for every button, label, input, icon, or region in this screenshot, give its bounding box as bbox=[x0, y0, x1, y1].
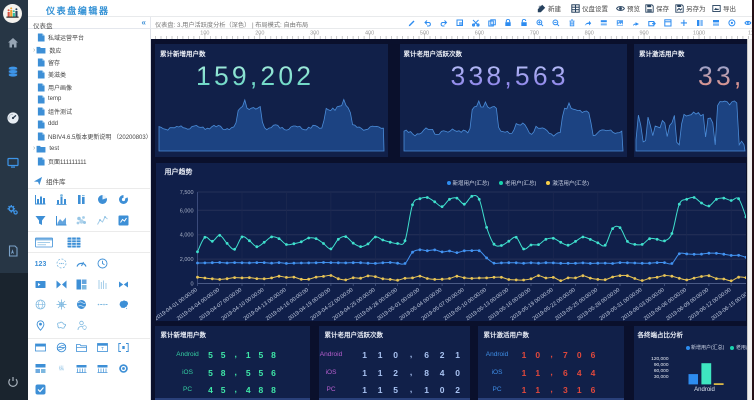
svg-text:1000: 1000 bbox=[693, 31, 705, 37]
svg-text:200: 200 bbox=[255, 31, 264, 37]
svg-text:500: 500 bbox=[420, 31, 429, 37]
svg-text:2,000: 2,000 bbox=[179, 257, 193, 263]
svg-text:700: 700 bbox=[530, 31, 539, 37]
svg-text:1100: 1100 bbox=[748, 31, 754, 37]
svg-text:7,500: 7,500 bbox=[179, 190, 193, 196]
svg-text:纵: 纵 bbox=[58, 366, 64, 373]
svg-text:400: 400 bbox=[365, 31, 374, 37]
svg-text:6,000: 6,000 bbox=[179, 208, 193, 214]
svg-text:0: 0 bbox=[190, 281, 193, 287]
svg-text:600: 600 bbox=[475, 31, 484, 37]
svg-text:300: 300 bbox=[310, 31, 319, 37]
svg-text:123: 123 bbox=[35, 261, 46, 268]
svg-text:T: T bbox=[101, 346, 104, 351]
svg-text:4,000: 4,000 bbox=[179, 232, 193, 238]
svg-text:900: 900 bbox=[640, 31, 649, 37]
svg-text:100: 100 bbox=[200, 31, 209, 37]
svg-text:800: 800 bbox=[585, 31, 594, 37]
